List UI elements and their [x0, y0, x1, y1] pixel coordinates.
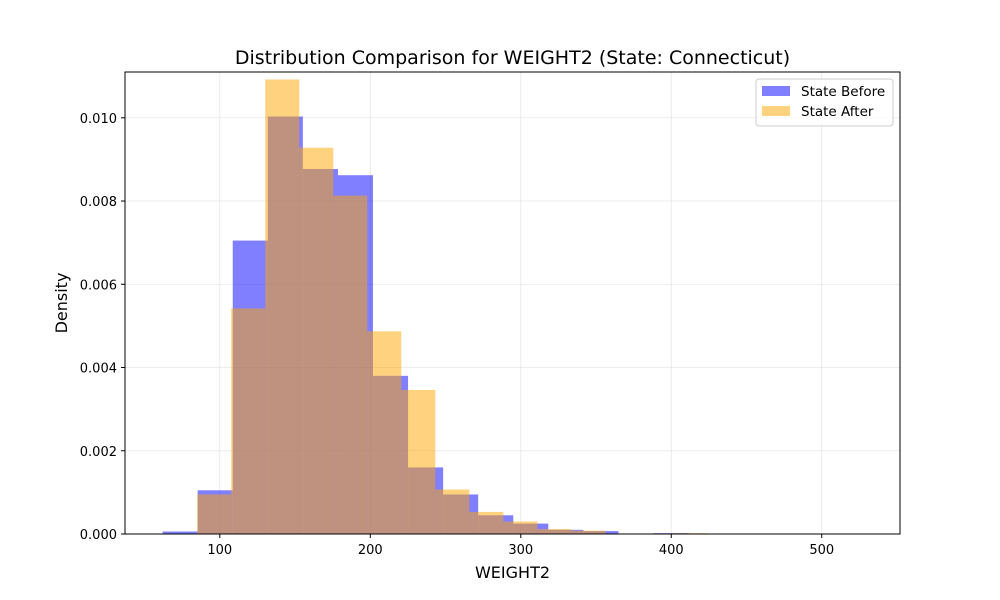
plot-frame — [124, 71, 901, 535]
bar-series-0-bin-0 — [162, 531, 198, 534]
y-tick-label-3: 0.006 — [80, 278, 117, 293]
legend-box — [755, 78, 894, 127]
y-axis-ticks: 0.000 0.002 0.004 0.006 0.008 0.010 — [80, 112, 125, 543]
y-tick-label-2: 0.004 — [80, 362, 117, 377]
bar-series-1-bin-7 — [435, 489, 470, 534]
legend-label-state-before: State Before — [801, 84, 885, 100]
bar-series-1-bin-6 — [401, 389, 436, 534]
legend-swatch-state-before — [762, 86, 790, 96]
legend-swatch-state-after — [762, 106, 790, 116]
bar-series-1-bin-11 — [571, 530, 606, 534]
bar-series-1-bin-1 — [231, 308, 266, 534]
y-axis-label: Density — [52, 273, 71, 334]
x-axis-ticks: 100 200 300 400 500 — [207, 534, 834, 558]
x-axis-label: WEIGHT2 — [475, 563, 550, 582]
y-tick-label-5: 0.010 — [80, 112, 117, 127]
x-tick-label-4: 500 — [809, 543, 834, 558]
x-tick-label-3: 400 — [659, 543, 684, 558]
chart-title: Distribution Comparison for WEIGHT2 (Sta… — [235, 47, 790, 69]
y-tick-label-0: 0.000 — [80, 528, 117, 543]
bar-series-1-bin-9 — [503, 521, 538, 534]
bar-series-1-bin-10 — [537, 529, 572, 534]
y-tick-label-1: 0.002 — [80, 445, 117, 460]
bar-series-1-bin-2 — [265, 79, 300, 535]
x-tick-label-2: 300 — [508, 543, 533, 558]
bar-series-1-bin-3 — [299, 147, 334, 535]
legend: State Before State After — [755, 78, 894, 127]
bar-series-1-bin-5 — [367, 331, 402, 534]
bar-series-1-bin-8 — [469, 511, 504, 534]
bar-series-1-bin-0 — [197, 494, 232, 534]
bar-series-1-bin-4 — [333, 195, 368, 534]
x-tick-label-1: 200 — [358, 543, 383, 558]
legend-label-state-after: State After — [801, 104, 874, 120]
y-tick-label-4: 0.008 — [80, 195, 117, 210]
histogram-bars — [162, 79, 864, 535]
x-tick-label-0: 100 — [207, 543, 232, 558]
